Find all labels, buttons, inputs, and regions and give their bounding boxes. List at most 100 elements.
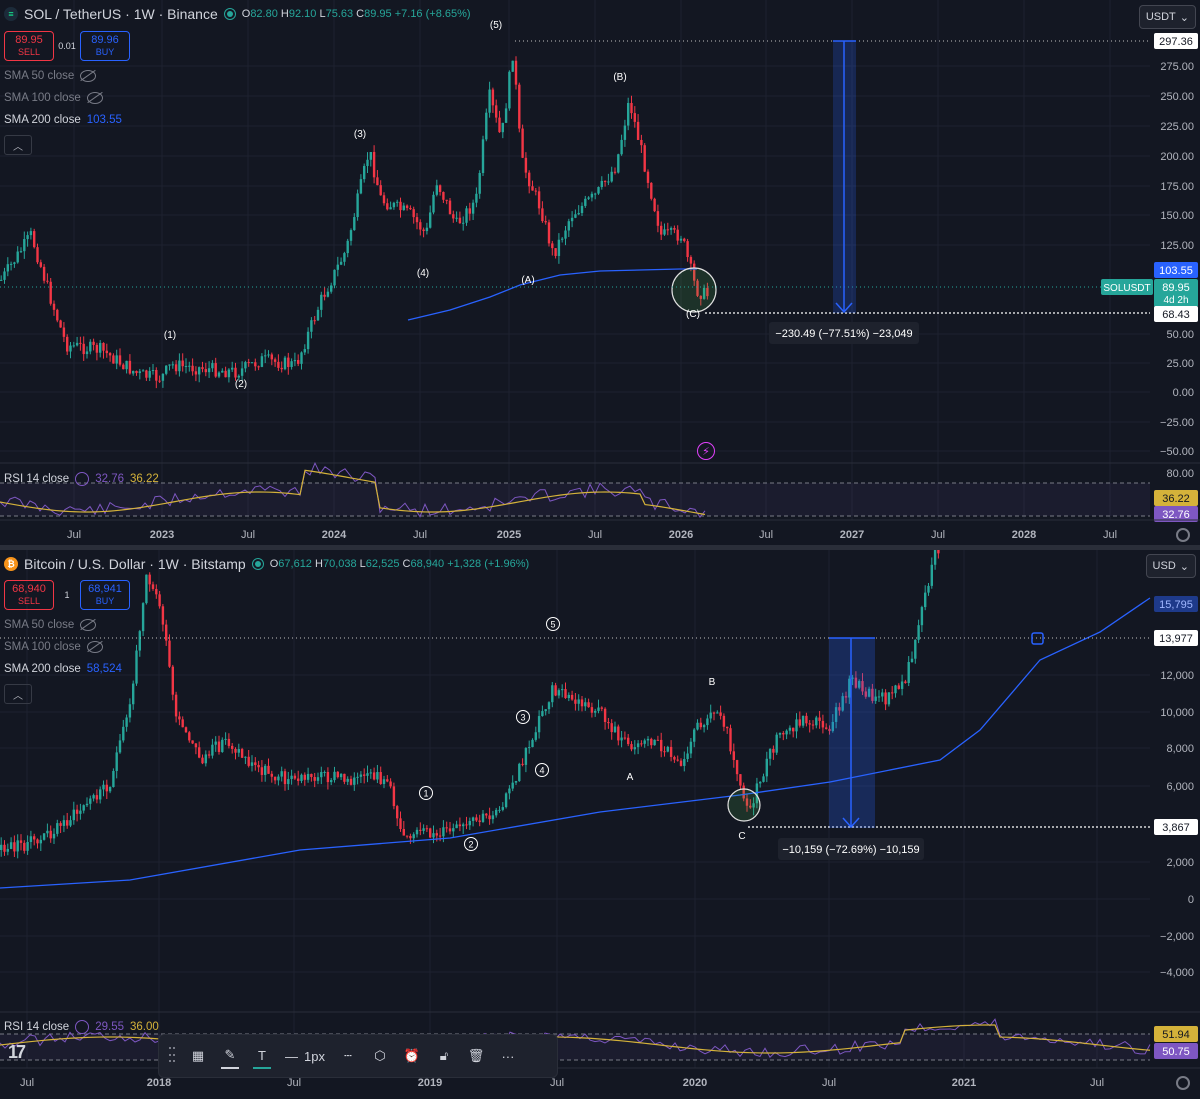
hidden-eye-icon[interactable]: [86, 641, 103, 653]
candle-body: [79, 810, 82, 814]
candle-body: [59, 320, 62, 328]
candle-body: [722, 715, 726, 727]
btc-buy-button[interactable]: 68,941 BUY: [80, 580, 130, 610]
candle-body: [452, 828, 455, 832]
candle-body: [389, 207, 392, 210]
candle-body: [544, 709, 547, 712]
collapse-indicators-button[interactable]: ︿: [4, 135, 32, 155]
candle-body: [567, 694, 570, 699]
time-axis-label: 2020: [683, 1077, 707, 1089]
candle-body: [643, 145, 646, 172]
candle-body: [372, 772, 376, 780]
candle-body: [396, 806, 399, 819]
sol-price-chart[interactable]: 275.00 250.00 225.00 200.00 175.00 150.00 125.…: [0, 0, 1200, 545]
candle-body: [904, 681, 907, 683]
candle-body: [564, 230, 567, 239]
candle-body: [227, 738, 231, 746]
candle-body: [231, 745, 234, 749]
candle-body: [610, 171, 613, 182]
sol-sma50-row[interactable]: SMA 50 close: [4, 70, 97, 82]
candle-body: [399, 818, 402, 830]
candle-body: [485, 813, 488, 816]
candle-body: [620, 737, 623, 741]
candle-body: [75, 342, 79, 346]
sol-chart-panel[interactable]: 275.00 250.00 225.00 200.00 175.00 150.00 125.…: [0, 0, 1200, 545]
hidden-eye-icon[interactable]: [80, 619, 97, 631]
candle-body: [99, 789, 102, 800]
candle-body: [442, 827, 445, 837]
time-axis-label: 2019: [418, 1077, 442, 1089]
text-color-icon[interactable]: T: [253, 1043, 271, 1069]
candle-body: [478, 820, 481, 822]
time-axis-label: 2023: [150, 529, 174, 541]
templates-icon[interactable]: ▦: [191, 1048, 205, 1063]
sol-sma50-label: SMA 50 close: [4, 70, 75, 82]
sol-currency-select[interactable]: USDT ⌄: [1138, 5, 1196, 29]
candle-body: [765, 758, 768, 777]
alert-clock-icon[interactable]: ⏰: [403, 1048, 421, 1063]
btc-currency-select[interactable]: USD ⌄: [1145, 554, 1196, 578]
candle-body: [419, 829, 422, 831]
btc-chart-panel[interactable]: 12,000 10,000 8,000 6,000 2,000 0 −2,000 −4,000…: [0, 550, 1200, 1099]
rsi-axis-label: 80.00: [1166, 468, 1194, 480]
candle-body: [551, 243, 554, 249]
candle-body: [481, 139, 485, 173]
candle-body: [732, 751, 735, 761]
btc-symbol-title[interactable]: Bitcoin / U.S. Dollar · 1W · Bitstamp: [24, 556, 246, 572]
more-icon[interactable]: ···: [501, 1048, 515, 1064]
line-width-button[interactable]: — 1px: [285, 1048, 325, 1064]
ticker-tag-bg: [1101, 279, 1153, 295]
candle-body: [155, 588, 158, 595]
rsi-ma-tag-bg: [1154, 1026, 1198, 1042]
wave-label: B: [709, 677, 716, 688]
time-axis-label: Jul: [759, 529, 773, 541]
candle-body: [211, 363, 214, 369]
candle-body: [521, 763, 524, 765]
candle-body: [696, 722, 699, 730]
candle-body: [452, 214, 455, 219]
candle-body: [69, 345, 72, 352]
sol-sell-button[interactable]: 89.95 SELL: [4, 31, 54, 61]
hidden-eye-icon[interactable]: [86, 92, 103, 104]
trash-icon[interactable]: 🗑︎: [467, 1048, 485, 1063]
btc-sma50-row[interactable]: SMA 50 close: [4, 619, 97, 631]
candle-body: [709, 712, 712, 719]
sol-sma100-row[interactable]: SMA 100 close: [4, 92, 103, 104]
hidden-eye-icon[interactable]: [80, 70, 97, 82]
price-axis-label: 250.00: [1160, 91, 1194, 103]
candle-body: [663, 751, 666, 753]
candle-body: [689, 741, 693, 754]
candle-body: [600, 180, 603, 188]
candle-body: [409, 207, 412, 210]
sol-buy-button[interactable]: 89.96 BUY: [80, 31, 130, 61]
btc-sma100-row[interactable]: SMA 100 close: [4, 641, 103, 653]
line-style-icon[interactable]: ┄: [344, 1048, 352, 1063]
candle-body: [171, 666, 174, 695]
btc-sma200-label: SMA 200 close: [4, 663, 81, 675]
candle-body: [755, 783, 759, 804]
candle-body: [49, 281, 52, 304]
gear-icon[interactable]: [1176, 1076, 1190, 1090]
candle-body: [636, 743, 640, 748]
candle-body: [270, 354, 273, 360]
candle-body: [640, 743, 643, 745]
collapse-indicators-button[interactable]: ︿: [4, 684, 32, 704]
candle-body: [293, 775, 297, 779]
unlock-icon[interactable]: 🔓︎: [439, 1048, 449, 1063]
tradingview-logo[interactable]: 17: [8, 1042, 26, 1062]
candle-body: [514, 60, 518, 85]
btc-sell-button[interactable]: 68,940 SELL: [4, 580, 54, 610]
market-open-icon: [223, 8, 236, 20]
btc-sma200-row[interactable]: SMA 200 close 58,524: [4, 663, 122, 675]
sol-symbol-title[interactable]: SOL / TetherUS · 1W · Binance: [24, 6, 218, 22]
drag-handle-icon[interactable]: [169, 1047, 175, 1065]
sol-sma200-row[interactable]: SMA 200 close 103.55: [4, 114, 122, 126]
gear-icon[interactable]: [1176, 528, 1190, 542]
candle-body: [115, 752, 118, 771]
pane-divider[interactable]: [0, 545, 1200, 550]
candle-body: [3, 271, 6, 280]
pencil-icon[interactable]: ✎: [221, 1043, 239, 1069]
lightning-icon[interactable]: ⚡: [697, 442, 715, 460]
settings-hexagon-icon[interactable]: ⬡: [374, 1048, 386, 1063]
btc-price-chart[interactable]: 12,000 10,000 8,000 6,000 2,000 0 −2,000 −4,000…: [0, 550, 1200, 1099]
